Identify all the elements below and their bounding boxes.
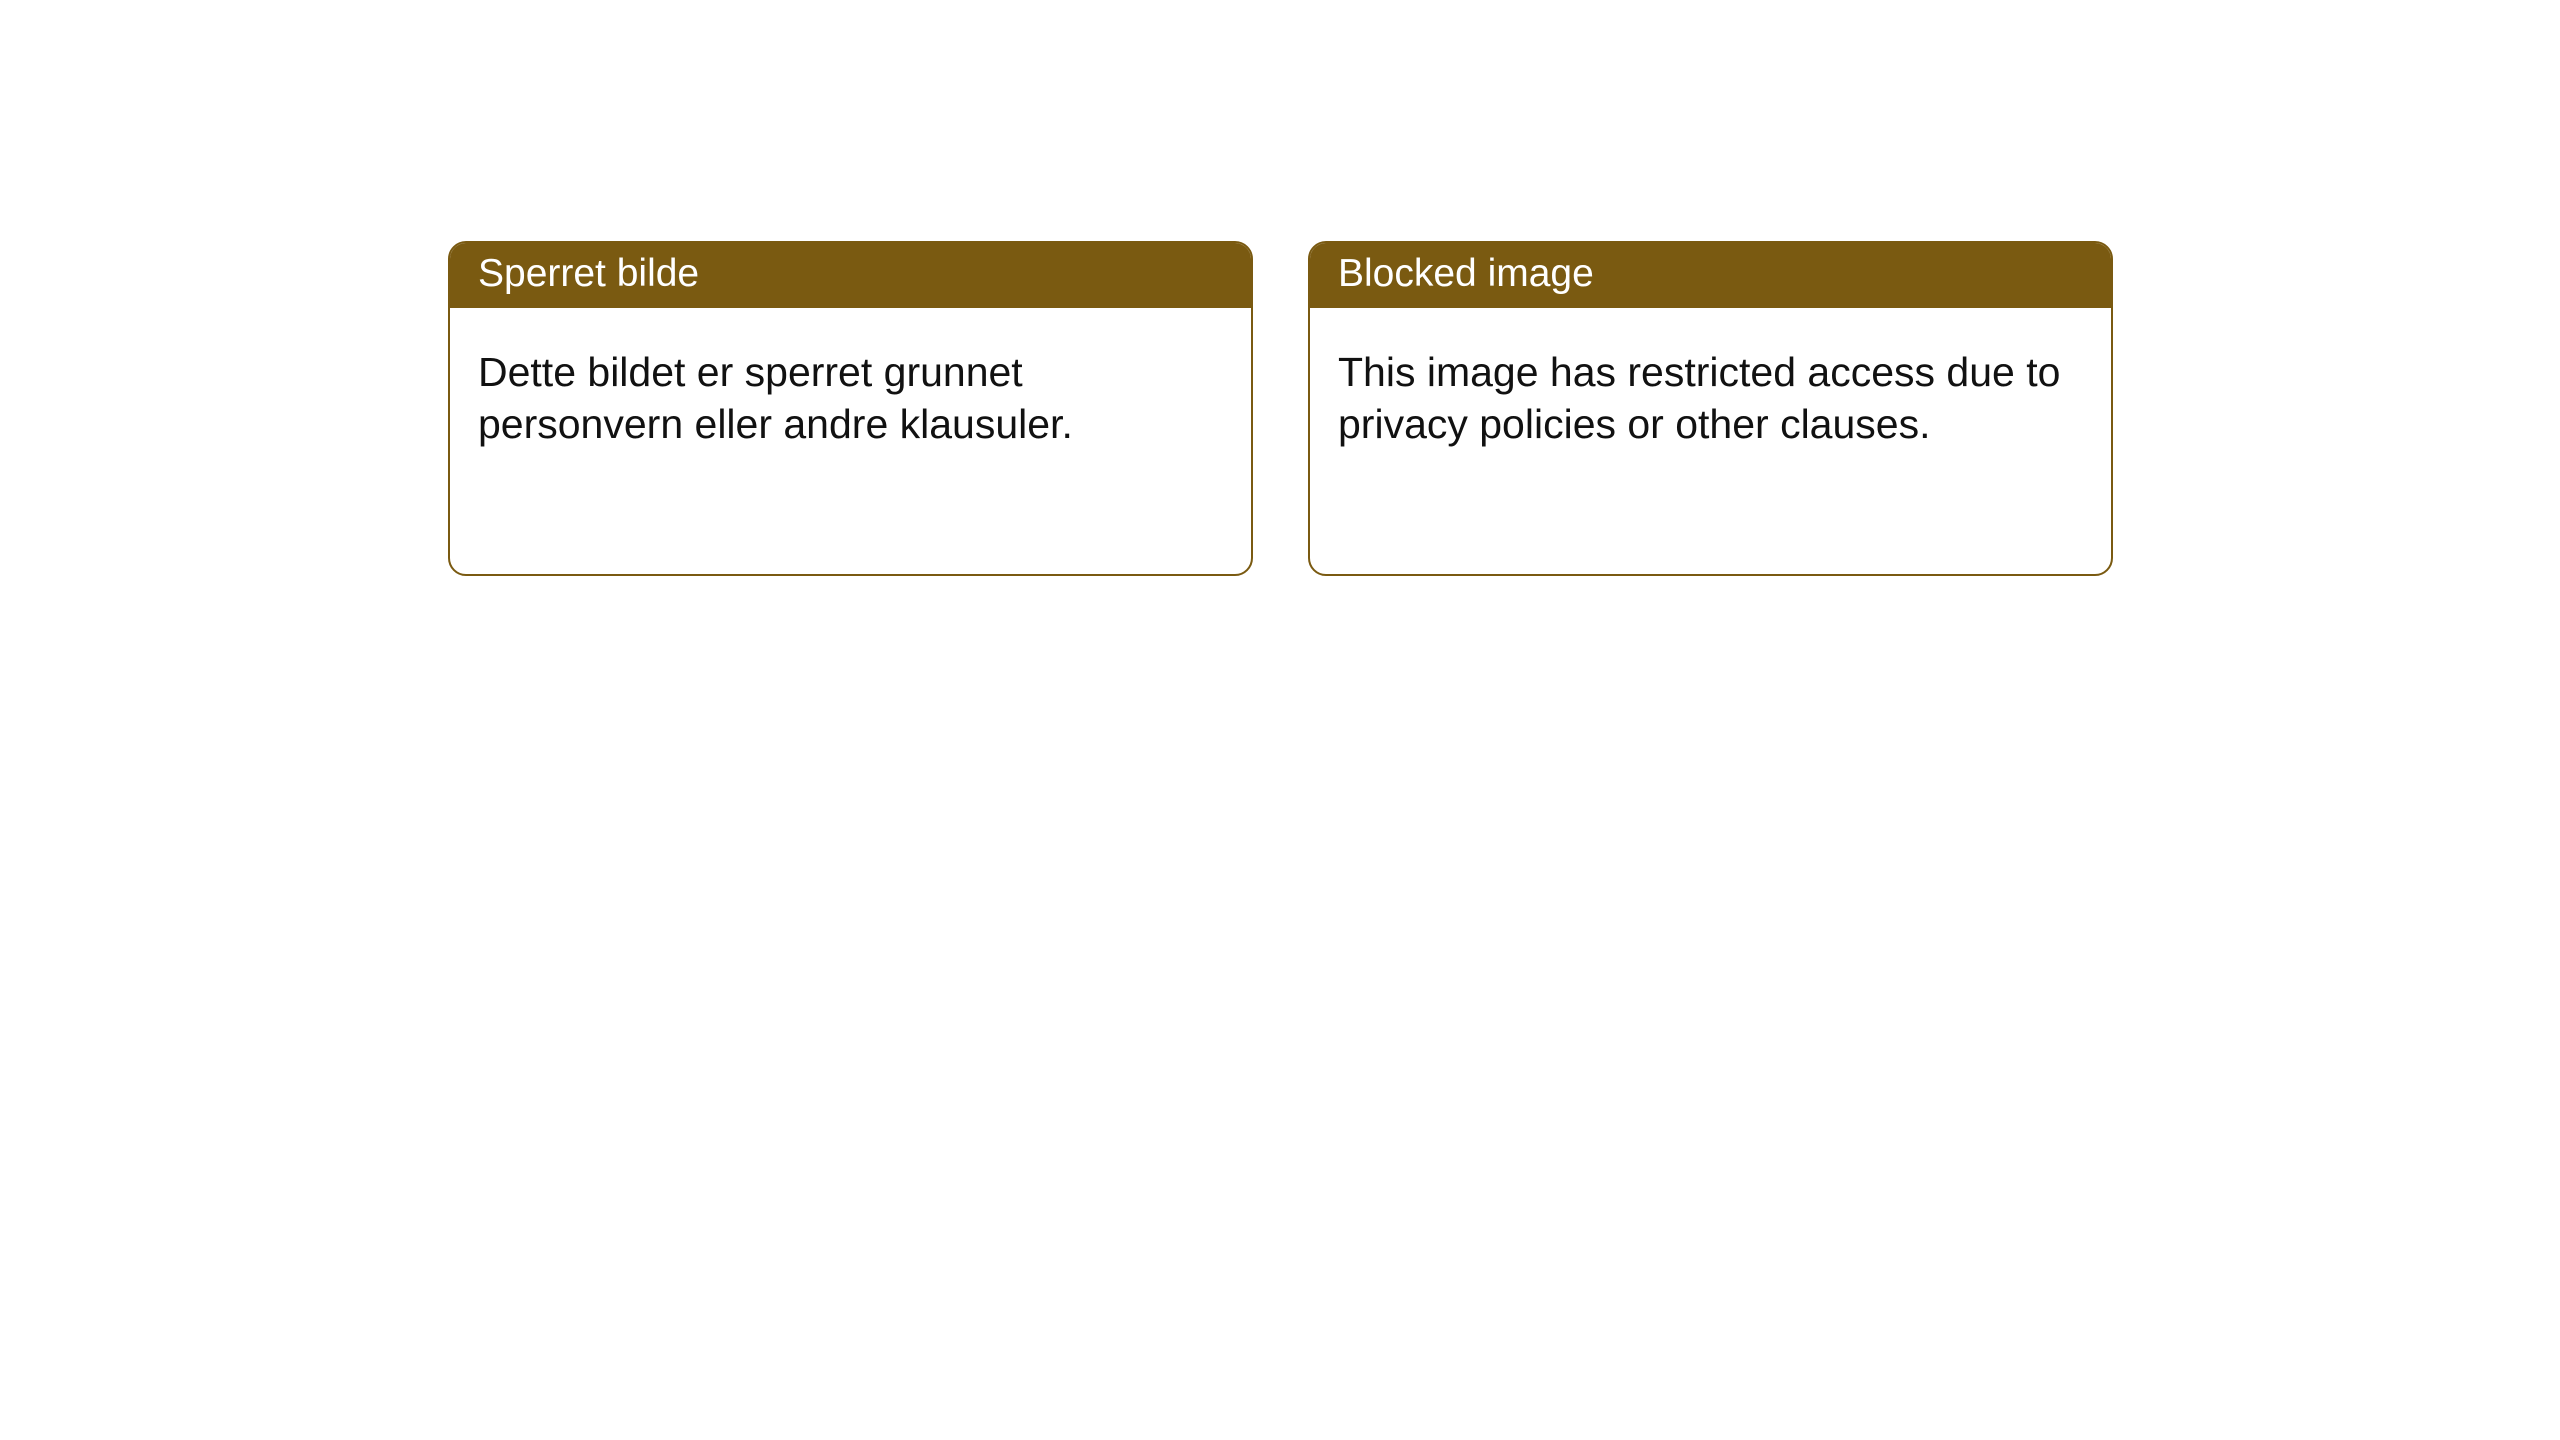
notice-card-norwegian: Sperret bilde Dette bildet er sperret gr… — [448, 241, 1253, 576]
notice-container: Sperret bilde Dette bildet er sperret gr… — [0, 0, 2560, 576]
notice-body: Dette bildet er sperret grunnet personve… — [450, 308, 1251, 479]
notice-header: Sperret bilde — [450, 243, 1251, 308]
notice-card-english: Blocked image This image has restricted … — [1308, 241, 2113, 576]
notice-body: This image has restricted access due to … — [1310, 308, 2111, 479]
notice-header: Blocked image — [1310, 243, 2111, 308]
